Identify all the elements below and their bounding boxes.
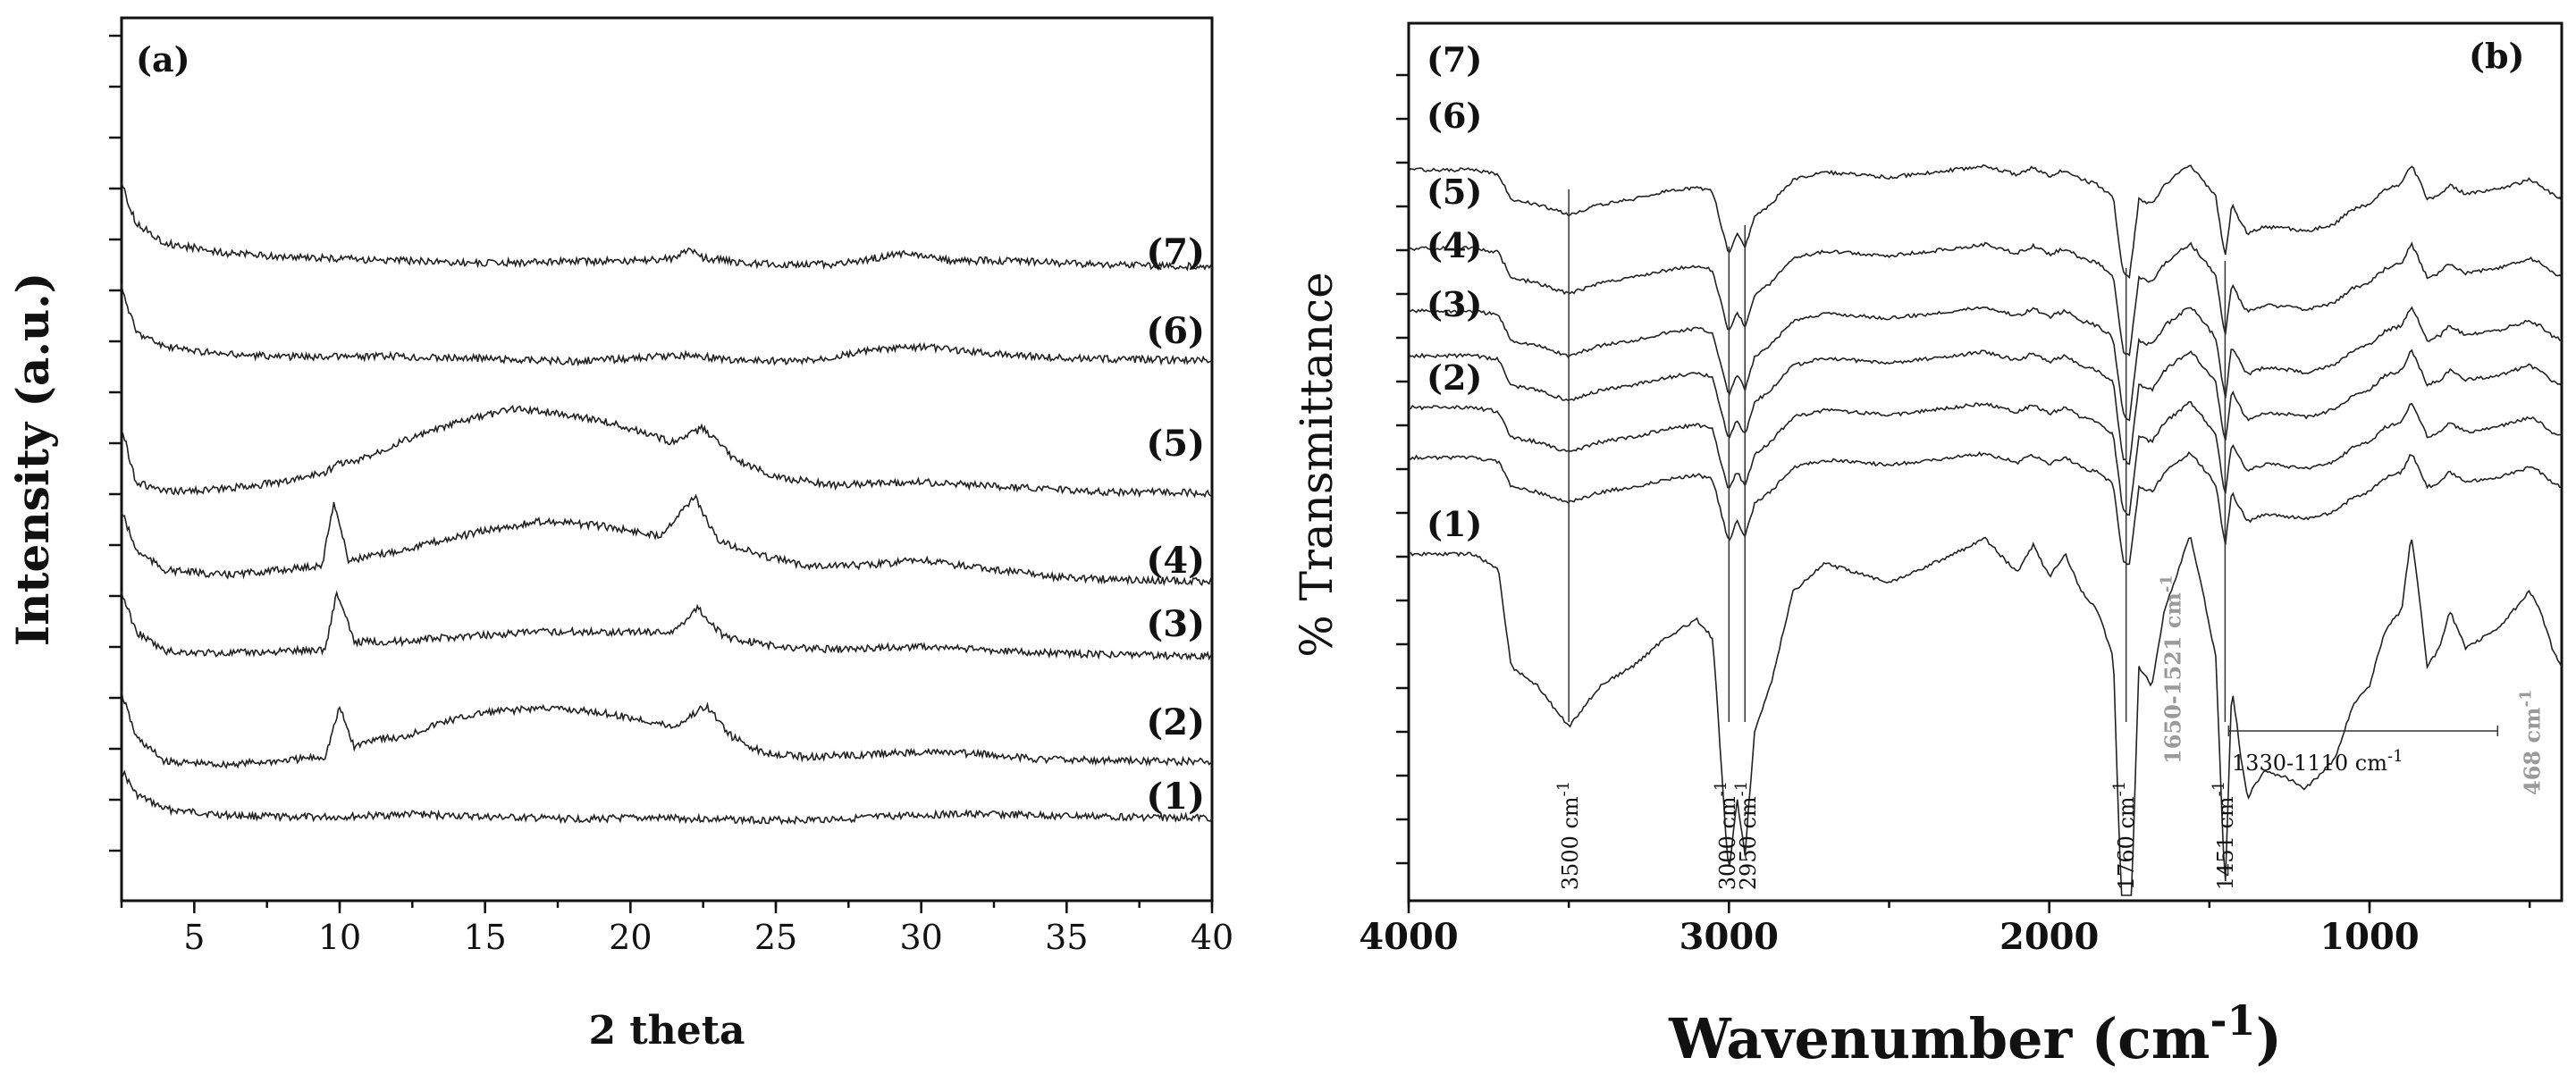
ftir-y-axis-label: % Transmittance <box>1291 272 1343 658</box>
ftir-annotation-sup: -1 <box>2210 781 2228 797</box>
ftir-annotation-text: 1330-1110 cm <box>2232 751 2387 776</box>
ftir-series-label: (7) <box>1427 39 1482 80</box>
ftir-annotation-text: 3000 cm <box>1715 796 1740 890</box>
panel-a-label: (a) <box>136 39 190 80</box>
xrd-x-ticks: 5 10 15 20 25 30 35 40 <box>120 901 1233 957</box>
xrd-x-axis-label: 2 theta <box>588 1008 745 1054</box>
xrd-x-tick-label: 25 <box>754 918 797 957</box>
xrd-series-line <box>121 769 1213 826</box>
ftir-annotation-text: 1650-1521 cm <box>2160 592 2186 764</box>
ftir-y-ticks <box>1396 73 1409 865</box>
ftir-annotation-text: 1760 cm <box>2114 796 2139 890</box>
xrd-y-axis-label: Intensity (a.u.) <box>6 273 59 647</box>
xrd-x-tick-label: 5 <box>183 918 205 957</box>
xrd-x-tick-label: 15 <box>463 918 506 957</box>
xrd-series-label: (2) <box>1146 701 1205 743</box>
ftir-annotation-sup: -1 <box>1732 781 1751 797</box>
ftir-x-ticks: 4000 3000 2000 1000 <box>1359 901 2531 958</box>
ftir-x-axis-label-end: ) <box>2256 1006 2282 1071</box>
xrd-series-labels: (1) (2) (3) (4) (5) (6) (7) <box>1146 231 1205 818</box>
ftir-traces <box>1408 164 2563 896</box>
ftir-plot-frame <box>1407 21 2563 902</box>
xrd-series-line <box>121 182 1213 272</box>
ftir-x-axis-label: Wavenumber (cm-1) <box>1668 996 2282 1071</box>
ftir-x-tick-label: 3000 <box>1679 916 1779 958</box>
ftir-series-label: (4) <box>1427 225 1482 265</box>
ftir-series-label: (6) <box>1427 96 1482 136</box>
ftir-series-labels: (7) (6) (5) (4) (3) (2) (1) <box>1427 39 1482 544</box>
ftir-annotation-label: 1451 cm-1 <box>2210 781 2238 890</box>
xrd-x-tick-label: 35 <box>1045 918 1088 957</box>
ftir-series-line <box>1408 164 2563 280</box>
ftir-annotation-text: 2950 cm <box>1736 796 1761 890</box>
xrd-series-line <box>121 405 1213 499</box>
xrd-plot-frame <box>120 16 1214 902</box>
xrd-x-tick-label: 30 <box>899 918 942 957</box>
xrd-series-label: (6) <box>1146 310 1205 352</box>
xrd-series-line <box>121 690 1213 769</box>
panel-b-label: (b) <box>2469 36 2525 76</box>
ftir-annotation-label: 1650-1521 cm-1 <box>2158 575 2186 764</box>
ftir-annotation-text: 3500 cm <box>1558 796 1583 890</box>
ftir-annotation-label: 3000 cm-1 <box>1712 781 1740 890</box>
ftir-series-line <box>1408 241 2563 357</box>
ftir-x-tick-label: 2000 <box>1999 916 2099 958</box>
xrd-series-line <box>121 284 1213 367</box>
ftir-series-label: (2) <box>1427 357 1482 398</box>
ftir-annotation-sup: -1 <box>2110 781 2129 797</box>
ftir-annotation-label: 1760 cm-1 <box>2110 781 2139 890</box>
ftir-annotation-label: 1330-1110 cm-1 <box>2232 747 2403 776</box>
ftir-x-axis-label-main: Wavenumber (cm <box>1668 1006 2210 1071</box>
ftir-series-label: (1) <box>1427 504 1482 544</box>
ftir-series-line <box>1408 306 2563 422</box>
ftir-annotation-label: 3500 cm-1 <box>1554 781 1583 890</box>
ftir-x-axis-label-sup: -1 <box>2210 996 2255 1045</box>
ftir-annotation-text: 1451 cm <box>2213 796 2238 890</box>
ftir-annotation-text: 468 cm <box>2520 708 2546 795</box>
ftir-x-tick-label: 4000 <box>1359 916 1458 958</box>
ftir-annotation-sup: -1 <box>2387 747 2403 766</box>
xrd-panel: (a) Intensity (a.u.) 2 theta 5 10 15 20 25 30… <box>6 16 1233 1054</box>
ftir-annotation-sup: -1 <box>2158 575 2176 592</box>
xrd-series-label: (3) <box>1146 603 1205 645</box>
ftir-series-line <box>1408 450 2563 566</box>
ftir-annotation-sup: -1 <box>1712 781 1730 797</box>
ftir-annotation-label: 468 cm-1 <box>2517 690 2546 795</box>
xrd-series-line <box>121 590 1213 661</box>
xrd-x-tick-label: 10 <box>318 918 361 957</box>
xrd-series-line <box>121 493 1213 587</box>
xrd-x-tick-label: 20 <box>609 918 652 957</box>
ftir-annotation-label: 2950 cm-1 <box>1732 781 1761 890</box>
xrd-series-label: (1) <box>1146 776 1205 818</box>
ftir-series-label: (5) <box>1427 172 1482 212</box>
ftir-series-line <box>1408 400 2563 516</box>
ftir-annotation-sup: -1 <box>2517 690 2536 708</box>
xrd-y-ticks <box>109 34 122 852</box>
ftir-series-line <box>1408 536 2563 896</box>
xrd-x-tick-label: 40 <box>1191 918 1233 957</box>
ftir-x-tick-label: 1000 <box>2319 916 2419 958</box>
ftir-series-label: (3) <box>1427 284 1482 324</box>
ftir-series-line <box>1408 348 2563 466</box>
xrd-series-label: (4) <box>1146 540 1205 582</box>
xrd-series-label: (7) <box>1146 231 1205 273</box>
ftir-panel: (b) % Transmittance Wavenumber (cm-1) 40… <box>1291 21 2563 1071</box>
ftir-annotation-sup: -1 <box>1554 781 1573 797</box>
xrd-series-label: (5) <box>1146 423 1205 465</box>
xrd-traces <box>121 182 1213 826</box>
